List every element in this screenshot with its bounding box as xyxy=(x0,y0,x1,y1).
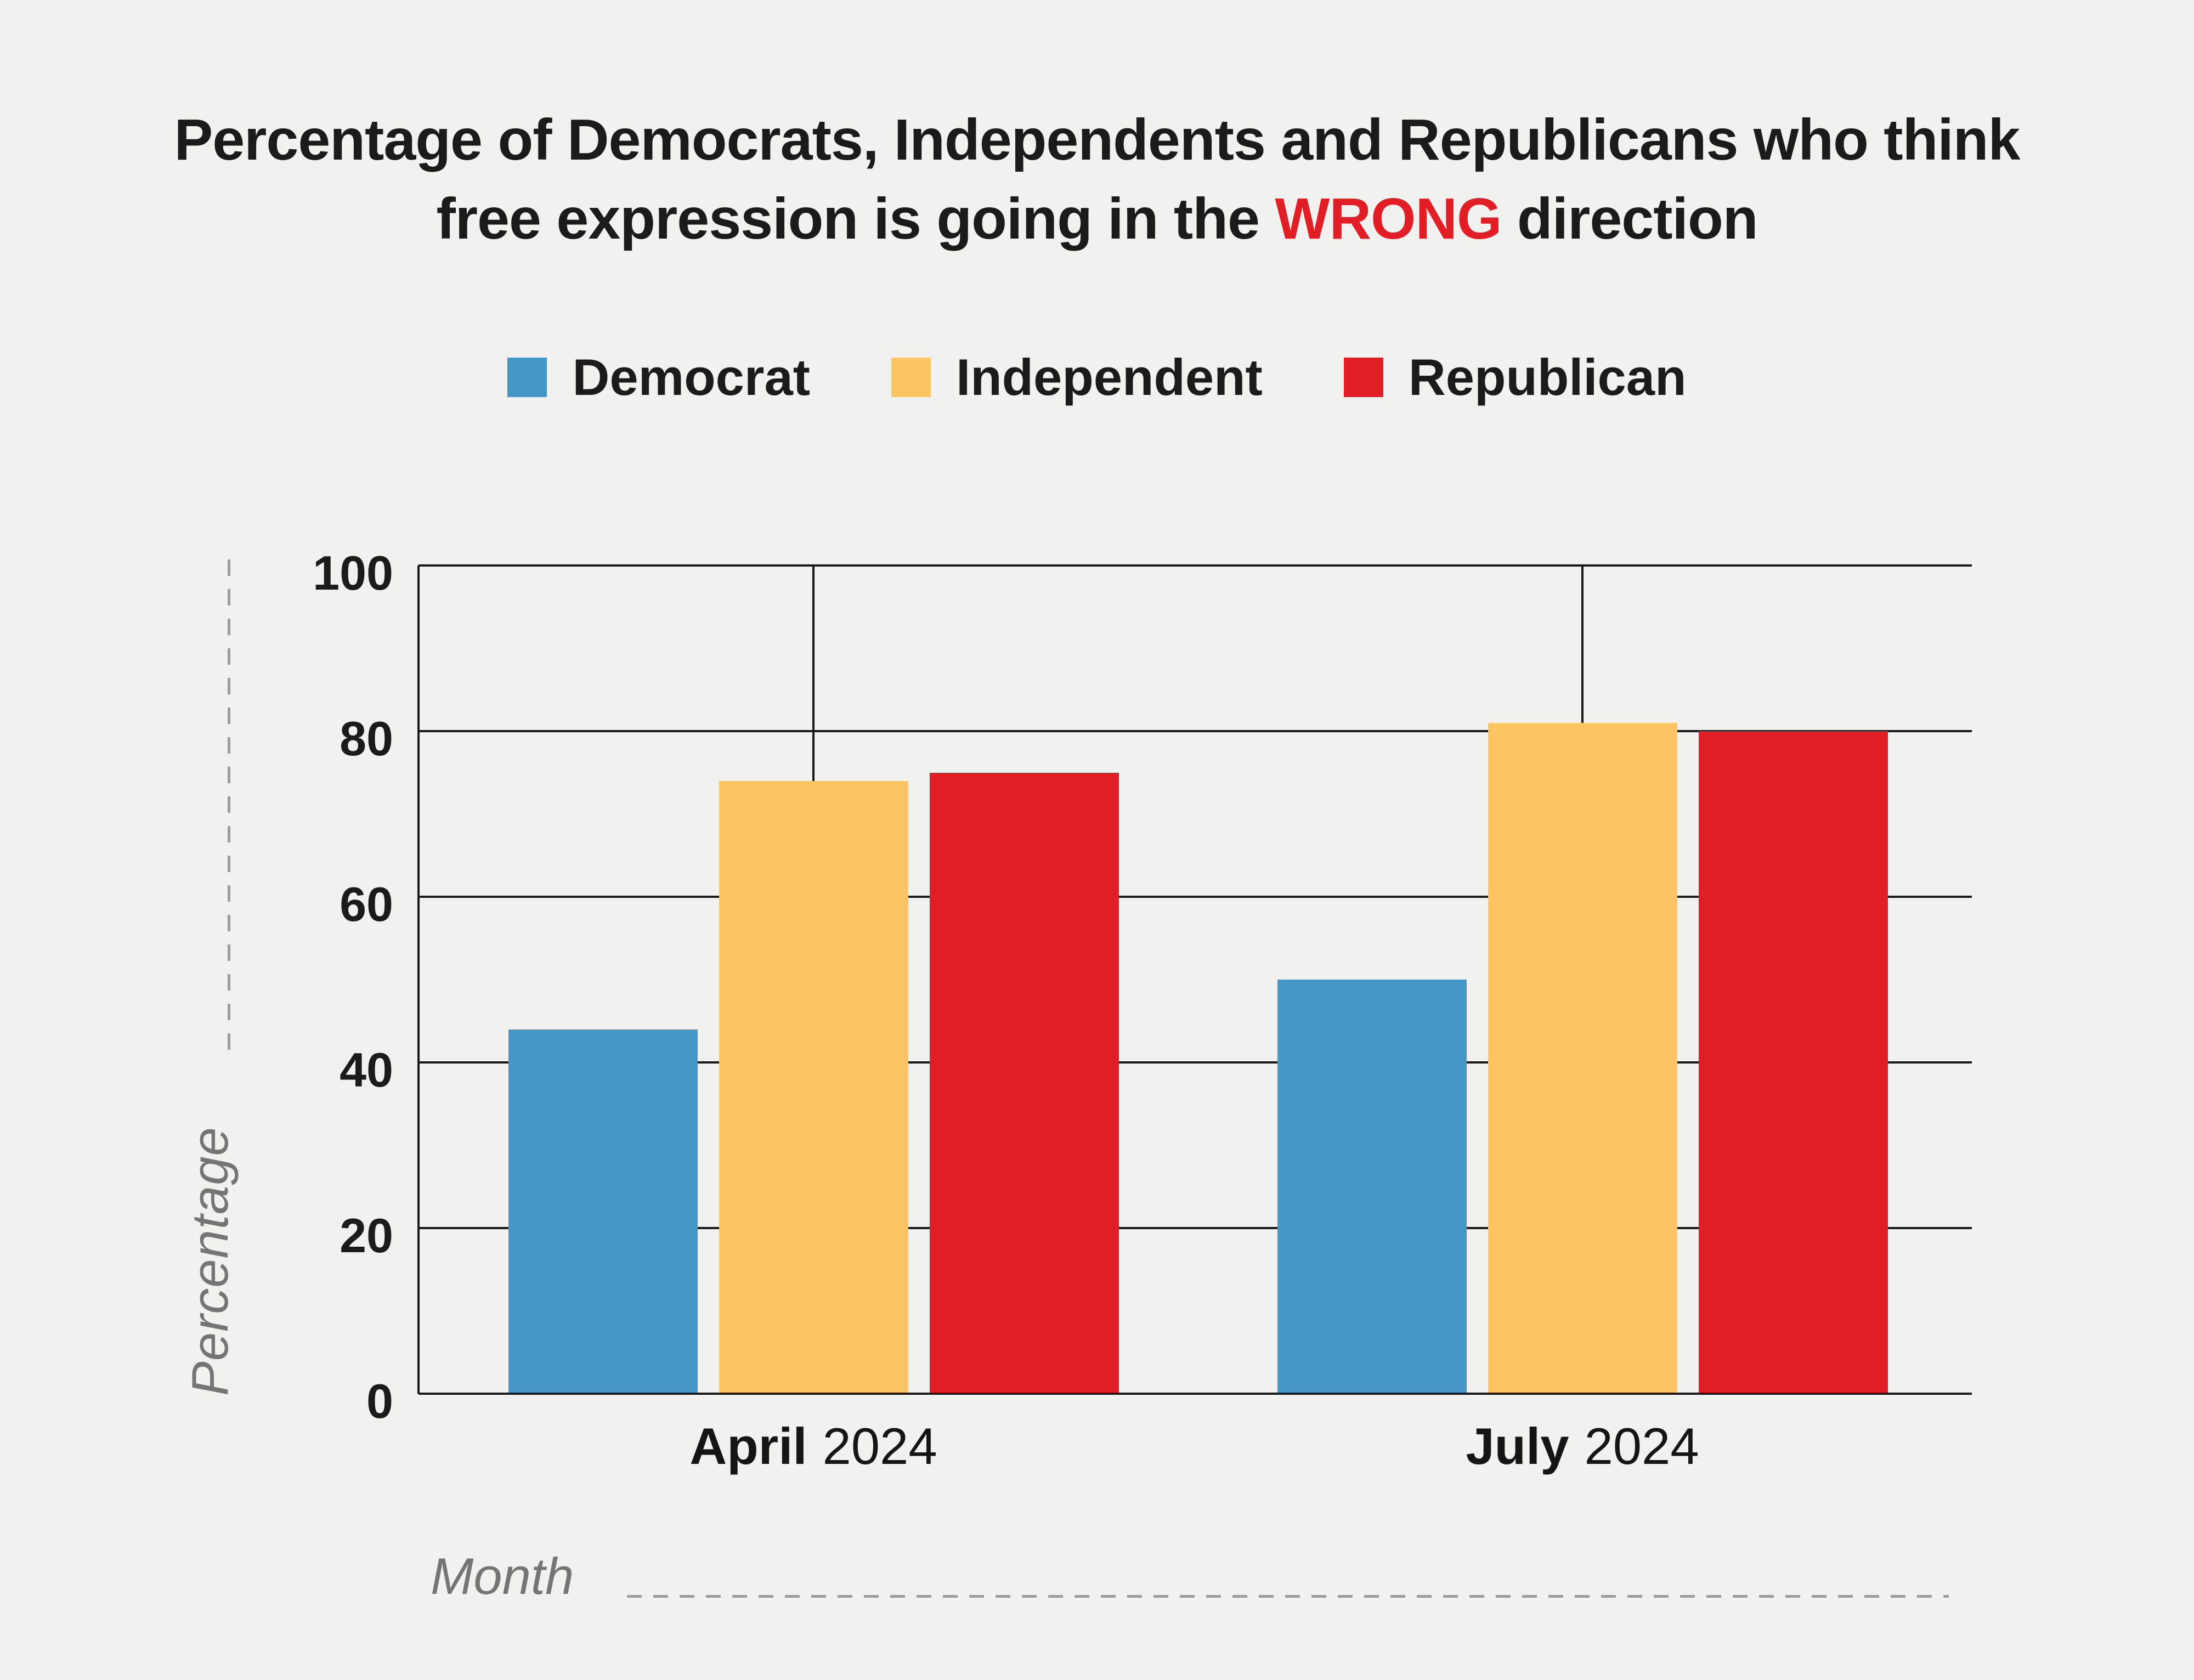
x-category-month: July xyxy=(1466,1417,1569,1475)
y-tick-0: 0 xyxy=(366,1374,393,1428)
y-axis-line xyxy=(417,565,420,1394)
legend-label: Democrat xyxy=(572,348,811,406)
legend-label: Independent xyxy=(956,348,1263,406)
gridline-40 xyxy=(419,1061,1972,1064)
y-axis-dashed-guide xyxy=(228,559,230,1059)
legend: Democrat Independent Republican xyxy=(0,348,2194,406)
y-tick-60: 60 xyxy=(340,877,393,931)
bar-republican-april-2024 xyxy=(929,772,1119,1394)
bar-democrat-april-2024 xyxy=(508,1029,698,1394)
bar-republican-july-2024 xyxy=(1698,731,1888,1394)
plot-area xyxy=(417,564,1972,1395)
legend-item-republican: Republican xyxy=(1343,348,1687,406)
chart-title-line2: free expression is going in the WRONG di… xyxy=(436,186,1758,251)
x-category-label-april: April 2024 xyxy=(689,1421,937,1472)
y-tick-100: 100 xyxy=(313,546,393,600)
y-tick-80: 80 xyxy=(340,711,393,766)
x-category-year: 2024 xyxy=(1584,1417,1699,1475)
legend-swatch-republican xyxy=(1343,358,1383,397)
legend-label: Republican xyxy=(1408,348,1687,406)
chart-title-line1: Percentage of Democrats, Independents an… xyxy=(174,108,2021,172)
bar-democrat-july-2024 xyxy=(1277,980,1467,1394)
x-category-year: 2024 xyxy=(822,1417,937,1475)
x-axis-line xyxy=(419,1393,1972,1395)
bar-independent-july-2024 xyxy=(1488,722,1677,1394)
x-axis-title: Month xyxy=(431,1547,574,1605)
chart-title: Percentage of Democrats, Independents an… xyxy=(0,100,2194,258)
bar-independent-april-2024 xyxy=(719,780,908,1394)
y-tick-40: 40 xyxy=(340,1043,393,1097)
x-category-label-july: July 2024 xyxy=(1466,1421,1699,1472)
legend-item-independent: Independent xyxy=(891,348,1263,406)
x-axis-dashed-guide xyxy=(627,1595,1949,1598)
x-category-month: April xyxy=(689,1417,807,1475)
gridline-60 xyxy=(419,896,1972,898)
title-highlight-wrong: WRONG xyxy=(1275,186,1502,251)
legend-item-democrat: Democrat xyxy=(507,348,811,406)
gridline-20 xyxy=(419,1227,1972,1229)
legend-swatch-independent xyxy=(891,358,931,397)
legend-swatch-democrat xyxy=(507,358,547,397)
gridline-80 xyxy=(419,730,1972,732)
gridline-100 xyxy=(419,564,1972,567)
y-tick-20: 20 xyxy=(340,1208,393,1263)
